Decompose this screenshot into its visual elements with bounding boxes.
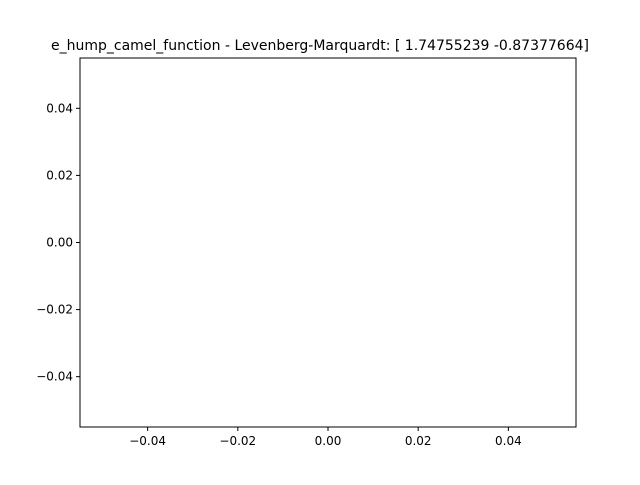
- x-tick-label: 0.04: [495, 434, 522, 448]
- y-tick-label: 0.04: [46, 101, 73, 115]
- x-tick-label: 0.00: [315, 434, 342, 448]
- x-axis: −0.04 −0.02 0.00 0.02 0.04: [129, 427, 522, 448]
- y-tick-label: 0.02: [46, 168, 73, 182]
- x-tick-label: −0.04: [129, 434, 166, 448]
- chart-title: e_hump_camel_function - Levenberg-Marqua…: [51, 38, 589, 54]
- y-tick-label: 0.00: [46, 236, 73, 250]
- plot-area: [79, 57, 577, 428]
- y-tick-label: −0.04: [36, 370, 73, 384]
- y-axis: −0.04 −0.02 0.00 0.02 0.04: [36, 101, 80, 384]
- x-tick-label: 0.02: [405, 434, 432, 448]
- y-tick-label: −0.02: [36, 303, 73, 317]
- x-tick-label: −0.02: [219, 434, 256, 448]
